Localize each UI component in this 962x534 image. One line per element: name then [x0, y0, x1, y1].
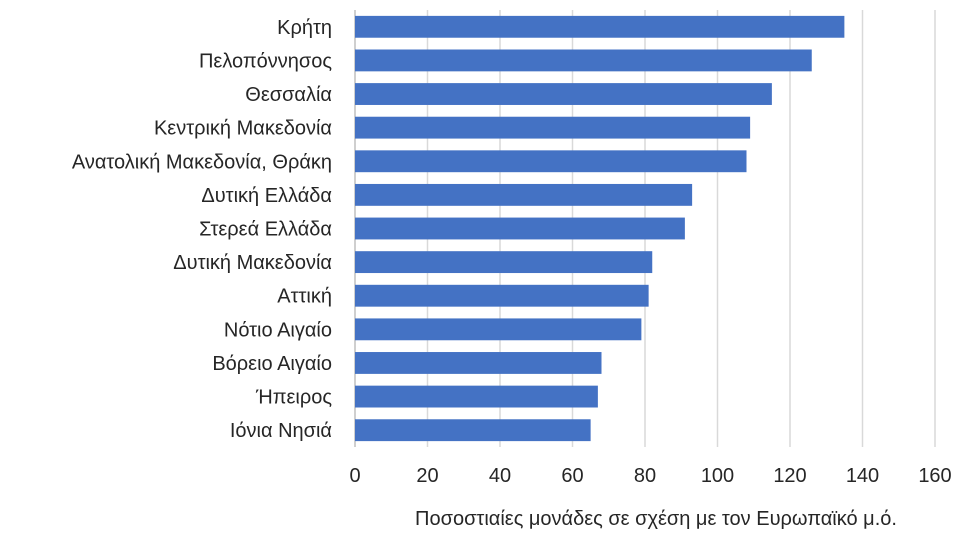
category-labels: Κρήτη Πελοπόννησος Θεσσαλία Κεντρική Μακεδο… [72, 17, 333, 442]
category-label: Θεσσαλία [245, 84, 332, 106]
bar [355, 251, 653, 274]
bars [355, 15, 845, 442]
category-label: Κρήτη [277, 17, 332, 39]
bar [355, 318, 642, 341]
bar [355, 49, 812, 72]
category-label: Ήπειρος [255, 387, 332, 409]
category-label: Δυτική Ελλάδα [201, 185, 332, 207]
category-label: Βόρειο Αιγαίο [212, 353, 332, 375]
x-tick-label: 140 [846, 465, 879, 487]
bar [355, 284, 649, 307]
category-label: Πελοπόννησος [199, 50, 332, 72]
category-label: Στερεά Ελλάδα [199, 219, 332, 241]
x-tick-label: 0 [349, 465, 360, 487]
x-tick-labels: 0 20 40 60 80 100 120 140 160 [349, 465, 951, 487]
bar [355, 15, 845, 38]
bar [355, 116, 751, 139]
category-label: Ανατολική Μακεδονία, Θράκη [72, 151, 332, 173]
x-tick-label: 120 [773, 465, 806, 487]
bar [355, 83, 772, 105]
bar [355, 419, 591, 442]
x-tick-label: 40 [489, 465, 511, 487]
category-label: Κεντρική Μακεδονία [154, 118, 332, 140]
x-axis-title: Ποσοστιαίες μονάδες σε σχέση με τον Ευρω… [415, 508, 897, 530]
bar [355, 352, 602, 374]
x-tick-label: 100 [701, 465, 734, 487]
category-label: Νότιο Αιγαίο [224, 319, 332, 341]
x-tick-label: 20 [416, 465, 438, 487]
bar [355, 183, 693, 206]
x-tick-label: 80 [634, 465, 656, 487]
x-tick-label: 160 [918, 465, 951, 487]
bar [355, 217, 685, 240]
bar [355, 385, 598, 408]
category-label: Δυτική Μακεδονία [173, 252, 332, 274]
x-tick-label: 60 [561, 465, 583, 487]
category-label: Αττική [277, 286, 332, 308]
category-label: Ιόνια Νησιά [230, 420, 332, 442]
bar [355, 150, 747, 173]
